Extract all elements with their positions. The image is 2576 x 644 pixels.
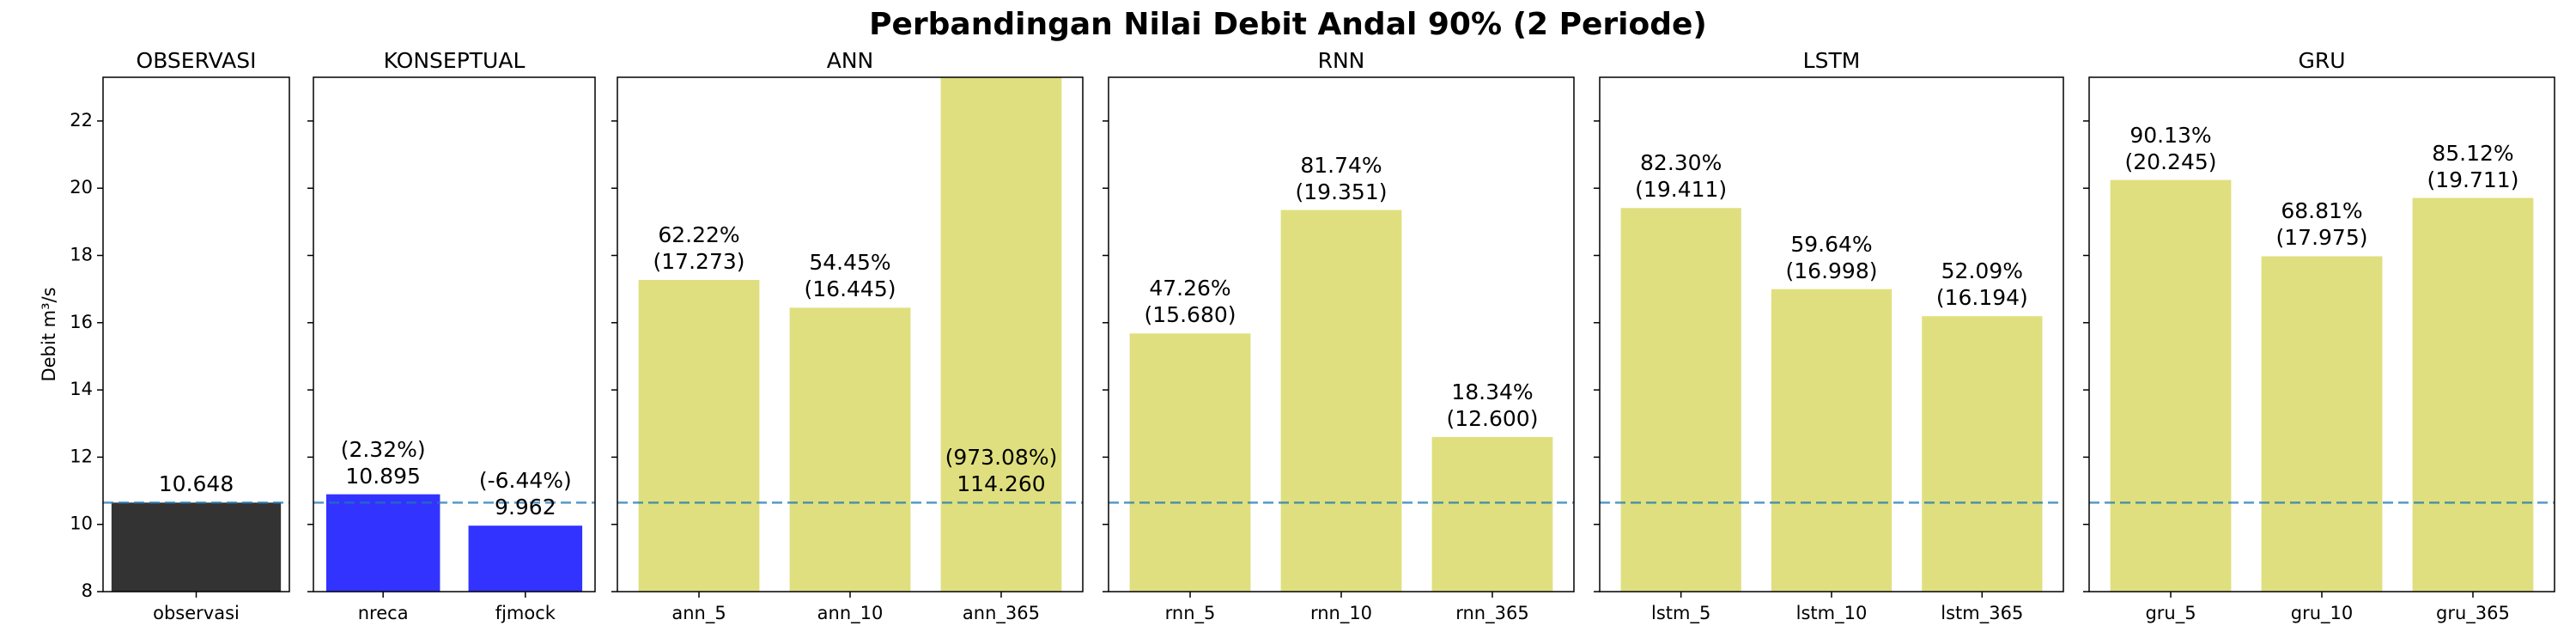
y-axis-label: Debit m³/s [39,287,59,381]
bars [1620,208,2043,592]
bar [2412,197,2534,592]
value-label: 90.13% (20.245) [2124,122,2217,174]
bar [1620,208,1741,592]
value-label: 47.26% (15.680) [1144,276,1236,328]
bars [1129,210,1553,592]
x-tick-label: nreca [358,603,409,623]
x-tick-label: lstm_365 [1941,603,2023,624]
x-tick-label: gru_10 [2291,603,2354,624]
bar [789,307,911,592]
panel-title: ANN [827,48,874,73]
axes-frame [617,76,1084,592]
axes-frame [102,76,290,592]
y-tick-label: 20 [70,177,93,197]
bar [1129,333,1251,592]
value-label: 10.648 [158,471,234,497]
value-label: 62.22% (17.273) [653,222,745,274]
y-tick-label: 22 [70,110,93,131]
axes-frame [1108,76,1575,592]
y-tick-label: 8 [82,580,93,601]
bars [111,502,282,592]
panel-title: RNN [1318,48,1365,73]
panel-title: KONSEPTUAL [384,48,526,73]
x-tick-label: ann_10 [817,603,884,624]
y-tick-label: 10 [70,513,93,534]
bar [638,279,760,592]
y-tick-label: 18 [70,244,93,264]
x-tick-label: gru_5 [2145,603,2196,624]
chart-title: Perbandingan Nilai Debit Andal 90% (2 Pe… [869,7,1707,42]
value-label: 85.12% (19.711) [2427,140,2519,192]
bar [468,526,583,592]
x-tick-label: gru_365 [2436,603,2510,624]
bars [638,77,1062,592]
bars [2110,179,2534,592]
bars [325,494,583,592]
bar [940,77,1062,592]
bar [111,502,282,592]
x-tick-label: lstm_10 [1796,603,1868,624]
x-tick-label: lstm_5 [1651,603,1710,624]
value-label: 54.45% (16.445) [804,250,896,302]
value-label: (2.32%) 10.895 [340,436,426,489]
bar [1922,316,2043,592]
x-tick-label: ann_5 [671,603,726,624]
bar [1431,436,1553,592]
bar [1280,210,1402,592]
bar [325,494,440,592]
panel-title: LSTM [1803,48,1861,73]
value-label: (-6.44%) 9.962 [478,468,572,520]
axes-frame [1599,76,2064,592]
panel-title: GRU [2298,48,2345,73]
value-label: 82.30% (19.411) [1635,150,1728,203]
y-tick-label: 14 [70,379,93,399]
axes-frame [2088,76,2555,592]
value-label: 68.81% (17.975) [2275,198,2368,251]
y-tick-label: 12 [70,446,93,466]
value-label: 52.09% (16.194) [1935,258,2028,311]
x-tick-label: fjmock [495,603,556,623]
bar [2110,179,2232,592]
value-label: 59.64% (16.998) [1785,231,1878,283]
panel-title: OBSERVASI [137,48,257,73]
y-tick-label: 16 [70,312,93,332]
x-tick-label: rnn_5 [1165,603,1216,624]
axes-frame [313,76,596,592]
x-tick-label: ann_365 [963,603,1040,624]
value-label: 81.74% (19.351) [1295,152,1388,204]
x-tick-label: rnn_10 [1310,603,1372,624]
value-label: (973.08%) 114.260 [945,445,1058,497]
bar [1771,289,1893,592]
x-tick-label: observasi [153,603,240,623]
x-tick-label: rnn_365 [1455,603,1528,624]
value-label: 18.34% (12.600) [1446,379,1539,431]
bar [2261,256,2383,592]
